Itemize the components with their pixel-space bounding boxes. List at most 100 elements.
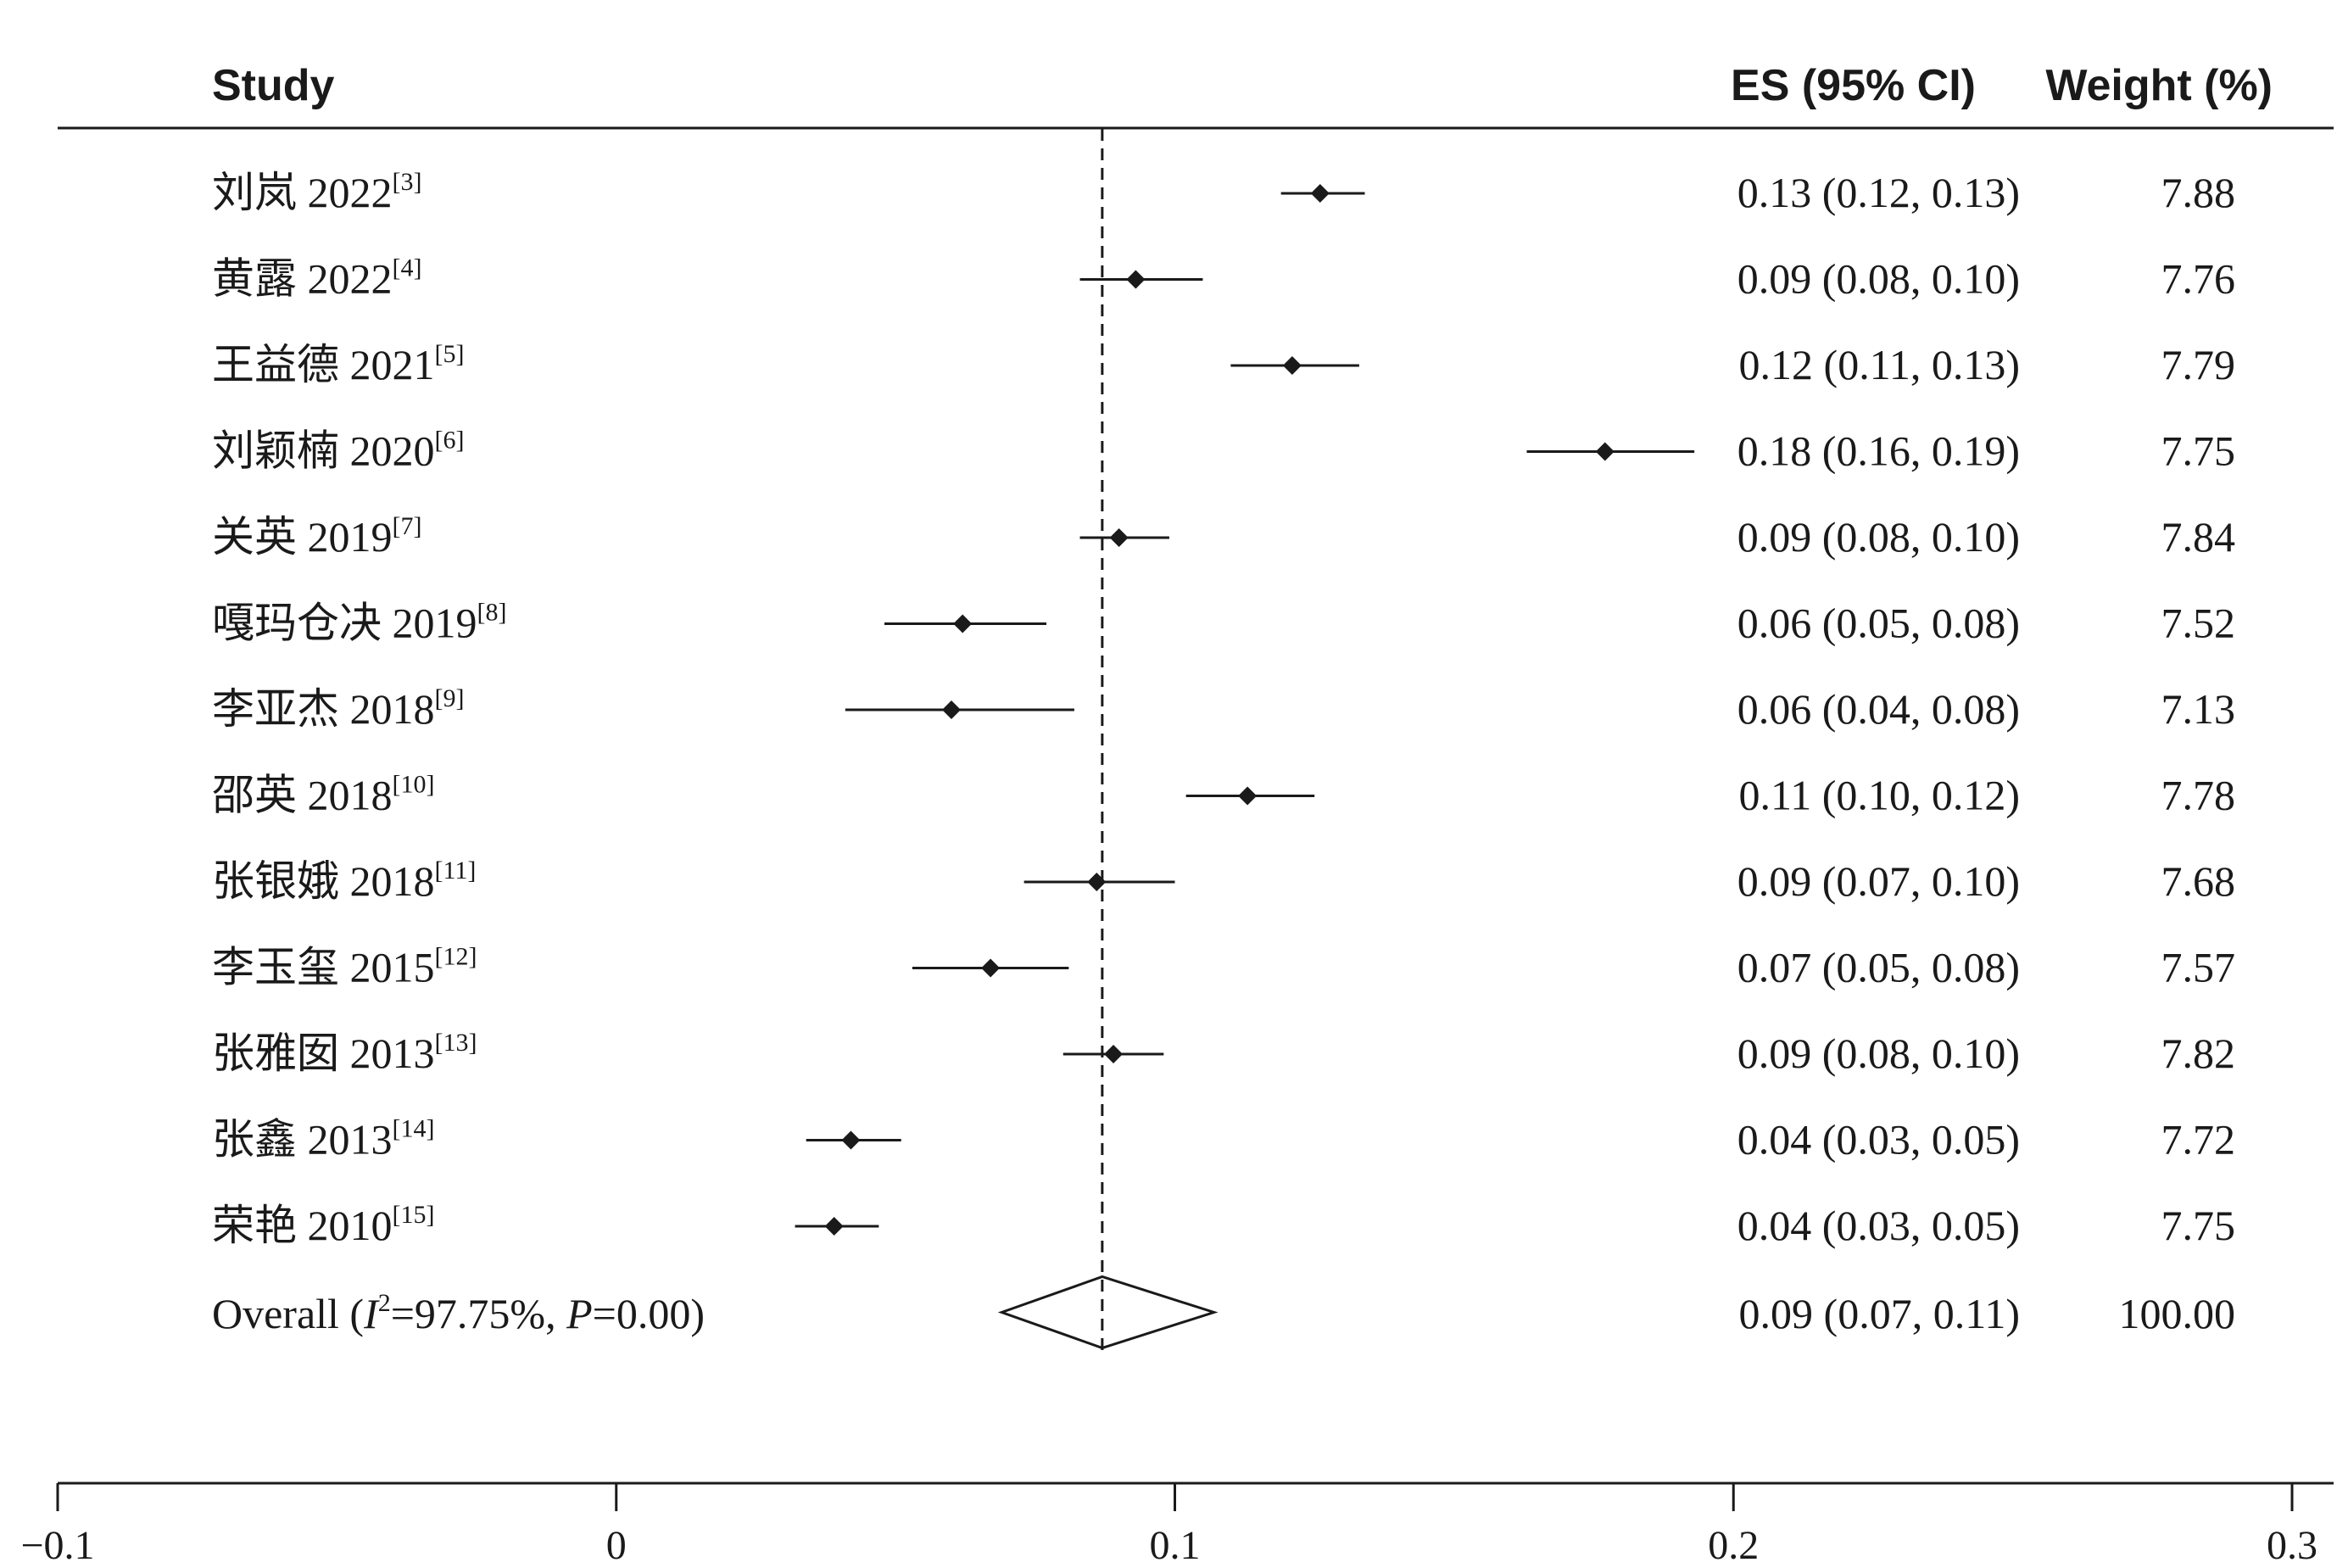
study-rows: 刘岚 2022[3] 0.13 (0.12, 0.13) 7.88 黄露 2022[4… xyxy=(212,168,2235,1249)
point-estimate xyxy=(1595,442,1615,461)
study-ref: [15] xyxy=(393,1201,435,1229)
x-tick-label: 0.1 xyxy=(1150,1523,1201,1568)
study-name: 黄露 2022 xyxy=(212,255,393,303)
study-weight: 7.88 xyxy=(2161,169,2236,216)
study-ref: [11] xyxy=(435,857,477,884)
study-weight: 7.75 xyxy=(2161,427,2236,475)
study-label: 邵英 2018[10] xyxy=(212,771,434,819)
study-es-text: 0.06 (0.05, 0.08) xyxy=(1737,600,2020,647)
study-name: 嘎玛仓决 2019 xyxy=(212,600,477,647)
study-name: 李玉玺 2015 xyxy=(212,944,435,991)
study-ref: [3] xyxy=(393,168,422,196)
point-estimate xyxy=(1238,786,1258,806)
study-ref: [5] xyxy=(435,340,465,368)
study-es-text: 0.09 (0.08, 0.10) xyxy=(1737,255,2020,303)
study-label: 张鑫 2013[14] xyxy=(212,1115,434,1163)
point-estimate xyxy=(1282,356,1302,375)
study-row: 张银娥 2018[11] 0.09 (0.07, 0.10) 7.68 xyxy=(212,857,2235,905)
study-name: 张鑫 2013 xyxy=(212,1116,393,1163)
study-row: 关英 2019[7] 0.09 (0.08, 0.10) 7.84 xyxy=(212,512,2235,561)
study-weight: 7.68 xyxy=(2161,857,2236,905)
study-row: 王益德 2021[5] 0.12 (0.11, 0.13) 7.79 xyxy=(212,340,2235,388)
point-estimate xyxy=(1310,184,1330,203)
study-name: 关英 2019 xyxy=(212,513,393,561)
study-row: 张鑫 2013[14] 0.04 (0.03, 0.05) 7.72 xyxy=(212,1115,2235,1163)
point-estimate xyxy=(841,1130,861,1150)
x-tick-label: 0.2 xyxy=(1708,1523,1759,1568)
study-row: 黄露 2022[4] 0.09 (0.08, 0.10) 7.76 xyxy=(212,254,2235,303)
study-weight: 7.13 xyxy=(2161,685,2236,733)
study-label: 张银娥 2018[11] xyxy=(212,857,476,905)
study-es-text: 0.09 (0.08, 0.10) xyxy=(1737,1030,2020,1077)
study-ref: [4] xyxy=(393,254,422,282)
study-row: 李亚杰 2018[9] 0.06 (0.04, 0.08) 7.13 xyxy=(212,684,2235,733)
point-estimate xyxy=(824,1217,844,1236)
x-tick-label: 0.3 xyxy=(2267,1523,2317,1568)
study-es-text: 0.11 (0.10, 0.12) xyxy=(1739,772,2020,819)
x-tick-label: −0.1 xyxy=(20,1523,94,1568)
study-es-text: 0.13 (0.12, 0.13) xyxy=(1737,169,2020,216)
study-es-text: 0.18 (0.16, 0.19) xyxy=(1737,427,2020,475)
study-es-text: 0.12 (0.11, 0.13) xyxy=(1739,341,2020,388)
study-row: 嘎玛仓决 2019[8] 0.06 (0.05, 0.08) 7.52 xyxy=(212,599,2235,647)
study-ref: [9] xyxy=(435,684,465,712)
x-axis-ticks: −0.1 0 0.1 0.2 0.3 xyxy=(20,1483,2317,1568)
study-name: 刘岚 2022 xyxy=(212,169,393,216)
study-weight: 7.72 xyxy=(2161,1116,2236,1163)
study-name: 刘颖楠 2020 xyxy=(212,427,435,475)
study-row: 刘颖楠 2020[6] 0.18 (0.16, 0.19) 7.75 xyxy=(212,427,2235,475)
point-estimate xyxy=(981,958,1001,978)
study-label: 刘岚 2022[3] xyxy=(212,168,421,216)
study-weight: 7.76 xyxy=(2161,255,2236,303)
study-es-text: 0.07 (0.05, 0.08) xyxy=(1737,944,2020,991)
study-label: 荣艳 2010[15] xyxy=(212,1201,434,1249)
study-ref: [13] xyxy=(435,1029,477,1057)
study-label: 王益德 2021[5] xyxy=(212,340,464,388)
study-name: 王益德 2021 xyxy=(212,341,435,388)
point-estimate xyxy=(953,614,973,633)
study-weight: 7.84 xyxy=(2161,513,2236,561)
point-estimate xyxy=(942,700,961,719)
header-weight: Weight (%) xyxy=(2045,61,2273,110)
header-es: ES (95% CI) xyxy=(1731,61,1976,110)
overall-diamond xyxy=(997,1275,1219,1350)
study-ref: [7] xyxy=(393,512,422,540)
study-name: 张银娥 2018 xyxy=(212,857,435,905)
study-es-text: 0.06 (0.04, 0.08) xyxy=(1737,685,2020,733)
overall-label: Overall (I2=97.75%, P=0.00) xyxy=(212,1289,705,1337)
study-row: 邵英 2018[10] 0.11 (0.10, 0.12) 7.78 xyxy=(212,771,2235,819)
study-weight: 7.75 xyxy=(2161,1202,2236,1249)
study-weight: 7.78 xyxy=(2161,772,2236,819)
study-label: 张雅囡 2013[13] xyxy=(212,1029,477,1077)
study-weight: 7.52 xyxy=(2161,600,2236,647)
study-ref: [12] xyxy=(435,943,477,971)
study-es-text: 0.04 (0.03, 0.05) xyxy=(1737,1202,2020,1249)
study-row: 李玉玺 2015[12] 0.07 (0.05, 0.08) 7.57 xyxy=(212,943,2235,991)
x-tick-label: 0 xyxy=(606,1523,627,1568)
study-label: 嘎玛仓决 2019[8] xyxy=(212,599,506,647)
overall-weight: 100.00 xyxy=(2119,1290,2236,1337)
study-ref: [10] xyxy=(393,771,435,799)
header-study: Study xyxy=(212,61,335,110)
study-row: 刘岚 2022[3] 0.13 (0.12, 0.13) 7.88 xyxy=(212,168,2235,216)
study-name: 荣艳 2010 xyxy=(212,1202,393,1249)
study-es-text: 0.09 (0.08, 0.10) xyxy=(1737,513,2020,561)
overall-es-text: 0.09 (0.07, 0.11) xyxy=(1739,1290,2020,1337)
point-estimate xyxy=(1126,270,1146,289)
study-label: 刘颖楠 2020[6] xyxy=(212,427,464,475)
study-label: 黄露 2022[4] xyxy=(212,254,421,303)
study-weight: 7.57 xyxy=(2161,944,2236,991)
study-es-text: 0.09 (0.07, 0.10) xyxy=(1737,857,2020,905)
study-ref: [14] xyxy=(393,1115,435,1143)
study-es-text: 0.04 (0.03, 0.05) xyxy=(1737,1116,2020,1163)
study-ref: [6] xyxy=(435,427,465,455)
study-row: 荣艳 2010[15] 0.04 (0.03, 0.05) 7.75 xyxy=(212,1201,2235,1249)
study-row: 张雅囡 2013[13] 0.09 (0.08, 0.10) 7.82 xyxy=(212,1029,2235,1077)
study-weight: 7.82 xyxy=(2161,1030,2236,1077)
study-weight: 7.79 xyxy=(2161,341,2236,388)
study-name: 邵英 2018 xyxy=(212,772,393,819)
point-estimate xyxy=(1109,528,1129,547)
study-name: 张雅囡 2013 xyxy=(212,1030,435,1077)
study-label: 李玉玺 2015[12] xyxy=(212,943,477,991)
